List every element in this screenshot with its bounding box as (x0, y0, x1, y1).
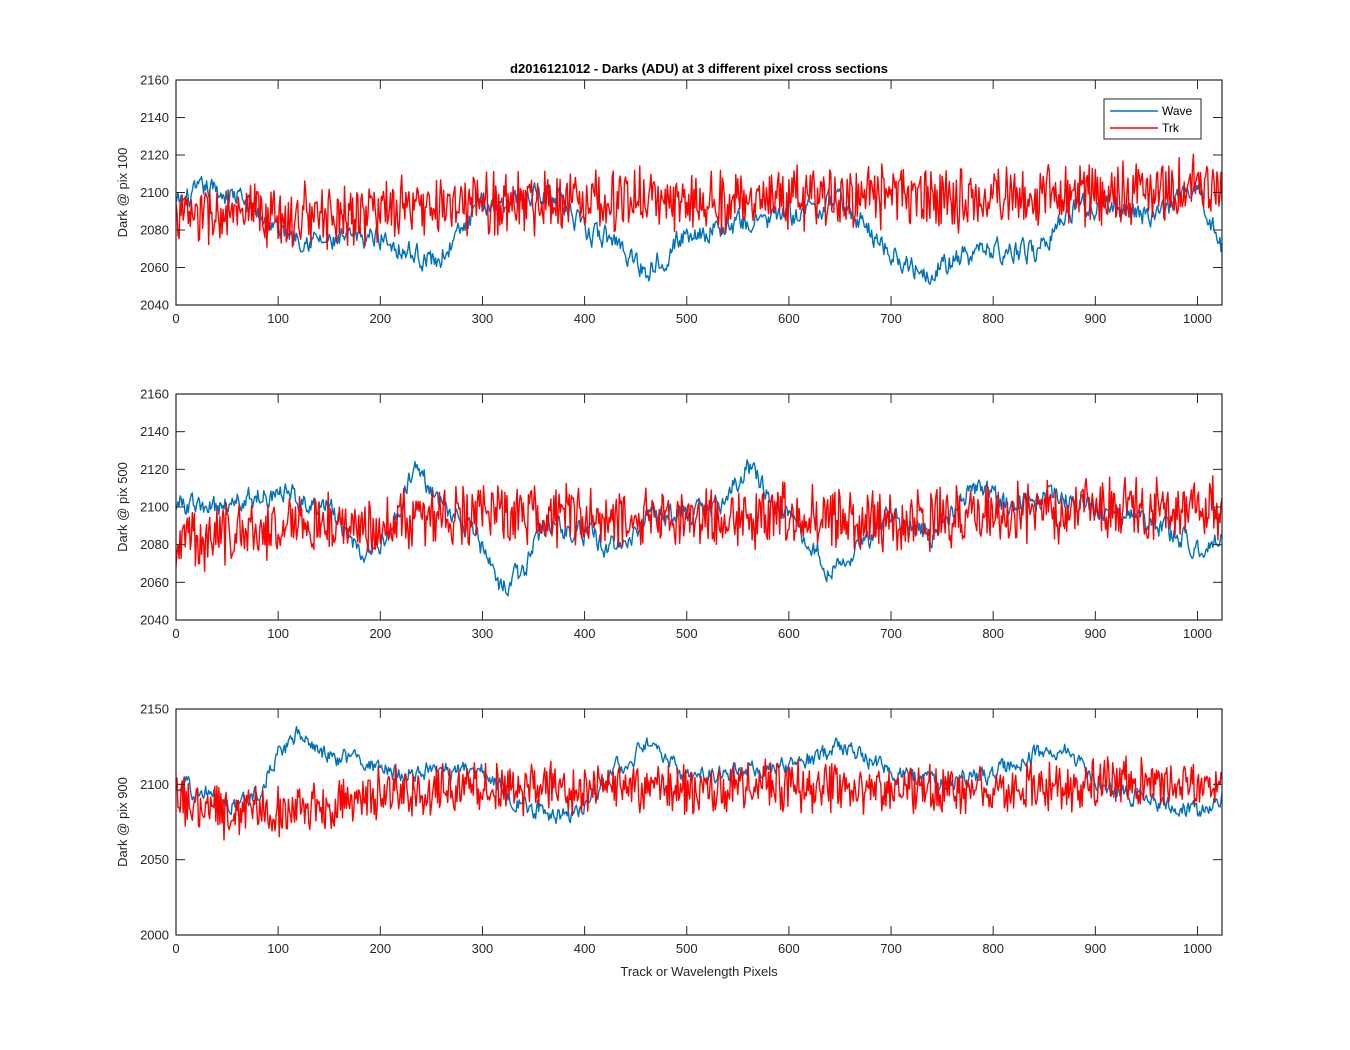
y-tick-label: 2140 (140, 424, 169, 439)
y-tick-label: 2060 (140, 260, 169, 275)
legend: Wave Trk (1103, 98, 1202, 140)
x-tick-label: 400 (574, 626, 596, 641)
y-tick-label: 2040 (140, 613, 169, 628)
x-tick-label: 200 (369, 626, 391, 641)
panel-1: 0 100 200 300 400 500 600 700 800 900 1000 2040 2060… (115, 73, 1223, 326)
x-tick-label: 300 (472, 626, 494, 641)
x-tick-label: 0 (172, 311, 179, 326)
x-tick-label: 100 (267, 311, 289, 326)
y-tick-label: 2160 (140, 73, 169, 88)
series-line-wave (176, 725, 1222, 825)
y-tick-label: 2040 (140, 298, 169, 313)
x-tick-label: 1000 (1183, 941, 1212, 956)
series-line-wave (176, 175, 1222, 285)
y-axis-label: Dark @ pix 100 (115, 148, 130, 238)
y-tick-label: 2000 (140, 928, 169, 943)
panels: 0 100 200 300 400 500 600 700 800 900 100020402060… (115, 73, 1223, 956)
panel-2: 0 100 200 300 400 500 600 700 800 900 1000 2040 2060… (115, 387, 1223, 641)
legend-label-wave: Wave (1162, 104, 1193, 118)
plot-area (176, 709, 1222, 935)
x-tick-label: 700 (880, 941, 902, 956)
series-line-trk (176, 755, 1222, 841)
x-tick-label: 900 (1084, 311, 1106, 326)
x-tick-label: 100 (267, 941, 289, 956)
x-tick-label: 800 (982, 941, 1004, 956)
axes-box (175, 708, 1223, 936)
y-tick-label: 2050 (140, 852, 169, 867)
x-tick-label: 800 (982, 311, 1004, 326)
x-tick-label: 300 (472, 311, 494, 326)
x-tick-label: 500 (676, 626, 698, 641)
y-tick-label: 2100 (140, 777, 169, 792)
x-tick-label: 0 (172, 626, 179, 641)
x-tick-label: 700 (880, 626, 902, 641)
x-tick-label: 600 (778, 311, 800, 326)
x-tick-label: 600 (778, 626, 800, 641)
x-tick-label: 200 (369, 941, 391, 956)
y-tick-label: 2150 (140, 702, 169, 717)
y-tick-label: 2100 (140, 185, 169, 200)
x-tick-label: 300 (472, 941, 494, 956)
panel-3: 0 100 200 300 400 500 600 700 800 900 1000 2000 2050… (115, 702, 1223, 956)
plot-area (176, 80, 1222, 305)
x-axis-label: Track or Wavelength Pixels (620, 964, 778, 979)
y-axis-label: Dark @ pix 900 (115, 777, 130, 867)
y-tick-label: 2100 (140, 500, 169, 515)
x-tick-label: 500 (676, 941, 698, 956)
legend-label-trk: Trk (1162, 121, 1180, 135)
figure-title: d2016121012 - Darks (ADU) at 3 different… (510, 61, 888, 76)
x-tick-label: 800 (982, 626, 1004, 641)
x-tick-label: 700 (880, 311, 902, 326)
y-tick-label: 2080 (140, 537, 169, 552)
x-tick-label: 1000 (1183, 311, 1212, 326)
x-tick-label: 400 (574, 941, 596, 956)
x-tick-label: 900 (1084, 626, 1106, 641)
x-tick-label: 600 (778, 941, 800, 956)
series-line-trk (176, 153, 1222, 251)
x-tick-label: 1000 (1183, 626, 1212, 641)
x-tick-label: 400 (574, 311, 596, 326)
legend-box (1103, 98, 1202, 140)
y-tick-label: 2160 (140, 387, 169, 402)
x-tick-label: 100 (267, 626, 289, 641)
series-line-trk (176, 475, 1222, 573)
y-tick-label: 2120 (140, 148, 169, 163)
x-tick-label: 500 (676, 311, 698, 326)
y-tick-label: 2060 (140, 575, 169, 590)
x-tick-label: 200 (369, 311, 391, 326)
y-tick-label: 2080 (140, 223, 169, 238)
x-tick-label: 0 (172, 941, 179, 956)
y-axis-label: Dark @ pix 500 (115, 462, 130, 552)
y-tick-label: 2140 (140, 110, 169, 125)
x-tick-label: 900 (1084, 941, 1106, 956)
y-tick-label: 2120 (140, 462, 169, 477)
